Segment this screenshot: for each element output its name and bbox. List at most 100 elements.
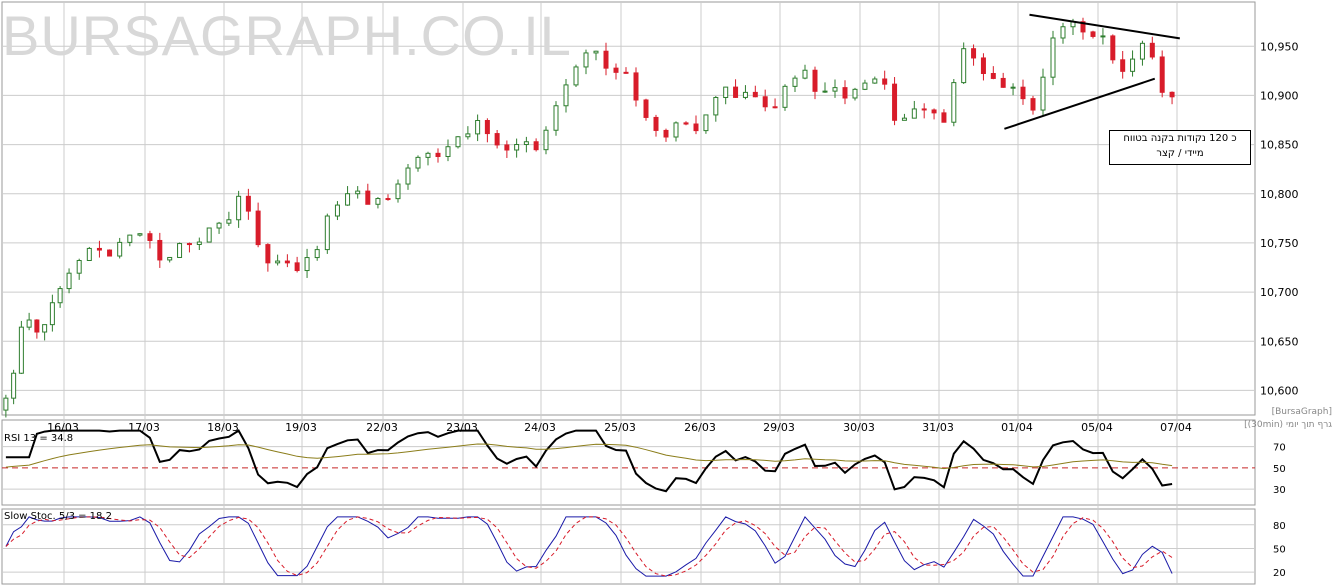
candle-up [26, 319, 32, 328]
candle-down [980, 57, 986, 75]
candle-up [425, 152, 431, 158]
y-tick-label: 10,650 [1260, 335, 1299, 348]
x-tick-label: 30/03 [843, 421, 875, 434]
candle-up [792, 77, 798, 87]
candle-down [752, 91, 758, 98]
rsi-tick-label: 30 [1273, 485, 1286, 496]
candle-down [96, 247, 102, 251]
candle-down [643, 99, 649, 118]
stoch-k-line [5, 516, 1173, 577]
candle-up [167, 256, 173, 261]
panel-frame-2 [1, 508, 1256, 585]
candle-up [723, 86, 729, 99]
candle-up [573, 66, 579, 86]
rsi-title: RSI 13 = 34.8 [4, 433, 74, 444]
bursagraph-watermark: BURSAGRAPH.CO.IL [2, 4, 572, 67]
candle-up [593, 50, 599, 54]
y-tick-label: 10,750 [1260, 237, 1299, 250]
y-tick-label: 10,900 [1260, 89, 1299, 102]
candle-up [1139, 42, 1145, 60]
candle-up [782, 85, 788, 108]
candle-down [603, 50, 609, 69]
candle-down [365, 190, 371, 205]
candle-down [1149, 42, 1155, 58]
candle-down [255, 210, 261, 246]
x-tick-label: 17/03 [128, 421, 160, 434]
candle-up [3, 397, 9, 411]
candle-down [812, 69, 818, 92]
candle-up [314, 249, 320, 259]
candle-up [523, 141, 529, 146]
candle-down [683, 122, 689, 125]
candle-down [882, 78, 888, 85]
candle-down [1110, 35, 1116, 61]
candle-up [76, 259, 82, 274]
rsi-tick-label: 50 [1273, 464, 1286, 475]
candle-down [284, 260, 290, 264]
candle-up [334, 204, 340, 217]
candle-up [673, 122, 679, 138]
candle-up [961, 48, 967, 84]
candle-down [971, 48, 977, 59]
candle-up [18, 326, 24, 374]
candle-up [324, 215, 330, 251]
candle-up [375, 198, 381, 205]
candle-up [11, 372, 17, 399]
candle-up [275, 260, 281, 264]
candle-down [1090, 31, 1096, 37]
candle-down [990, 73, 996, 79]
candle-down [385, 198, 391, 201]
candle-down [733, 86, 739, 98]
y-tick-label: 10,800 [1260, 188, 1299, 201]
candle-up [713, 97, 719, 116]
candle-up [822, 90, 828, 93]
candle-down [533, 141, 539, 151]
candle-down [762, 96, 768, 108]
triangle-lower-line [1004, 77, 1156, 130]
candle-up [563, 84, 569, 107]
candle-up [852, 88, 858, 99]
candle-up [465, 133, 471, 138]
candle-down [1169, 91, 1175, 98]
candle-up [304, 257, 310, 272]
stoch-title: Slow Stoc. 5/3 = 18.2 [4, 511, 112, 522]
panel-frame-1 [1, 419, 1256, 506]
candle-down [693, 123, 699, 132]
candle-down [484, 119, 490, 135]
candle-up [742, 91, 748, 98]
candle-up [177, 243, 183, 258]
candle-up [57, 288, 63, 304]
x-tick-label: 29/03 [763, 421, 795, 434]
candle-up [395, 183, 401, 200]
candle-down [157, 239, 163, 261]
candle-up [1010, 86, 1016, 89]
candle-up [355, 190, 361, 195]
candle-down [842, 87, 848, 99]
candle-up [127, 234, 133, 243]
candle-up [1060, 26, 1066, 39]
annotation-line-2: מיידי / קצר [1156, 148, 1204, 159]
x-tick-label: 19/03 [285, 421, 317, 434]
x-tick-label: 26/03 [684, 421, 716, 434]
candle-up [872, 78, 878, 84]
rsi-tick-label: 70 [1273, 443, 1286, 454]
y-tick-label: 10,850 [1260, 139, 1299, 152]
annotation-line-1: כ 120 נקודות בקנה בטווח [1123, 133, 1237, 144]
candle-down [921, 108, 927, 111]
candle-up [1050, 37, 1056, 78]
triangle-upper-line [1029, 13, 1180, 40]
candle-up [862, 82, 868, 90]
candle-down [1159, 56, 1165, 93]
candle-down [186, 243, 192, 246]
candle-up [475, 119, 481, 135]
candle-up [137, 233, 143, 236]
candle-up [543, 129, 549, 151]
x-tick-label: 05/04 [1081, 421, 1113, 434]
candle-down [107, 249, 113, 257]
x-tick-label: 07/04 [1160, 421, 1192, 434]
candle-down [494, 133, 500, 146]
candle-down [623, 71, 629, 74]
candle-down [931, 109, 937, 114]
target-annotation: כ 120 נקודות בקנה בטווח מיידי / קצר [1109, 130, 1251, 165]
candle-up [553, 105, 559, 131]
